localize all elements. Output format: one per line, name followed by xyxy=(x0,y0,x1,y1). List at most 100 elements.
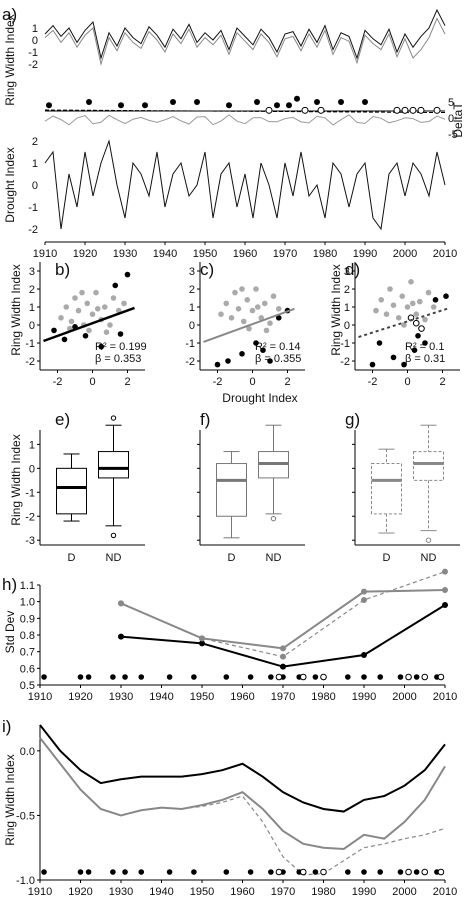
panel-e: e) Ring Width Index 1 0 -1 -2 -3 D ND xyxy=(9,410,145,564)
time-x-tick-label: 1930 xyxy=(109,886,133,898)
time-x-tick-label: 1910 xyxy=(28,886,52,898)
scatter-point-black xyxy=(376,340,383,346)
scatter-x-tick-label: -2 xyxy=(368,376,378,388)
event-marker-filled xyxy=(138,869,145,875)
time-x-tick-label: 1990 xyxy=(352,691,376,703)
event-marker-open xyxy=(421,868,429,876)
rw-tick-label: -2 xyxy=(28,59,38,71)
scatter-point-black xyxy=(112,282,119,289)
time-series-line xyxy=(120,589,446,650)
time-series-point xyxy=(199,635,205,642)
time-y-tick-label: -1.0 xyxy=(16,875,35,887)
box-y-tick-label: -1 xyxy=(25,487,35,499)
event-marker-filled xyxy=(191,869,197,875)
time-series-point xyxy=(442,602,448,608)
box-body xyxy=(371,463,402,515)
scatter-point-grey xyxy=(63,304,70,310)
x-tick-label: 1940 xyxy=(153,248,177,260)
scatter-point-grey xyxy=(103,329,110,336)
event-marker-filled xyxy=(397,869,404,875)
scatter-point-open xyxy=(418,325,425,332)
time-x-tick-label: 2010 xyxy=(433,886,457,898)
time-x-tick-label: 1940 xyxy=(149,886,173,898)
time-y-tick-label: 0.5 xyxy=(20,680,35,692)
scatter-point-grey xyxy=(110,295,117,301)
x-tick-label: 1950 xyxy=(193,248,217,260)
scatter-point-grey xyxy=(235,306,242,312)
scatter-y-tick-label: 1 xyxy=(29,302,35,314)
x-tick-label: 1990 xyxy=(353,248,377,260)
rw-tick-label: 1 xyxy=(32,23,38,35)
event-marker-filled xyxy=(268,869,274,875)
scatter-x-tick-label: 0 xyxy=(404,376,410,388)
x-tick-label: 2010 xyxy=(433,248,457,260)
panel-c-label: c) xyxy=(200,260,214,279)
time-y-tick-label: -0.5 xyxy=(16,810,35,822)
time-series-point xyxy=(442,587,448,593)
scatter-point-grey xyxy=(425,289,432,296)
box-category-label: ND xyxy=(266,552,282,564)
deltat-marker-filled xyxy=(194,99,200,105)
box-y-tick-label: -3 xyxy=(25,535,35,547)
scatter-point-black xyxy=(275,315,282,321)
event-marker-open xyxy=(405,673,412,681)
time-series-point xyxy=(118,600,124,607)
scatter-point-grey xyxy=(121,300,127,307)
panel-d-label: d) xyxy=(345,260,360,279)
panel-i-label: i) xyxy=(2,717,11,736)
scatter-point-grey xyxy=(84,300,91,307)
scatter-point-grey xyxy=(401,322,407,328)
box-y-tick-label: 1 xyxy=(29,439,35,451)
panel-g-label: g) xyxy=(345,410,360,429)
panel-g: g) D ND xyxy=(345,410,460,564)
deltat-marker-filled xyxy=(286,102,292,109)
deltat-marker-filled xyxy=(118,102,124,109)
box-category-label: D xyxy=(383,552,391,564)
deltat-tick-label: -5 xyxy=(448,129,458,141)
scatter-point-black xyxy=(401,361,407,368)
scatter-y-tick-label: 3 xyxy=(29,266,35,278)
event-marker-filled xyxy=(361,674,367,680)
scatter-y-tick-label: -1 xyxy=(185,338,195,350)
scatter-point-grey xyxy=(416,298,423,305)
scatter-point-black xyxy=(51,327,57,334)
event-marker-filled xyxy=(397,674,404,680)
panel-c: c) R² = 0.14 β = 0.355 Drought Index 3 2 1… xyxy=(185,260,305,405)
deltat-axis-label: DeltaT xyxy=(451,102,465,138)
deltat-marker-filled xyxy=(274,102,280,109)
time-x-tick-label: 1940 xyxy=(149,691,173,703)
scatter-d-ylabel: Ring Width Index xyxy=(329,264,343,355)
time-y-tick-label: 0.7 xyxy=(20,647,35,659)
scatter-point-black xyxy=(422,340,428,346)
time-x-tick-label: 1930 xyxy=(109,691,133,703)
event-marker-filled xyxy=(345,674,351,680)
event-marker-filled xyxy=(268,674,274,680)
deltat-marker-filled xyxy=(338,99,344,105)
box-outlier xyxy=(110,415,117,421)
deltat-marker-filled xyxy=(46,102,52,109)
time-x-tick-label: 1950 xyxy=(190,691,214,703)
scatter-point-black xyxy=(415,333,421,339)
scatter-point-grey xyxy=(249,307,256,314)
event-marker-filled xyxy=(85,674,92,680)
box-y-tick-label: -2 xyxy=(25,511,35,523)
time-series-line xyxy=(39,724,446,813)
scatter-point-grey xyxy=(261,300,268,307)
scatter-point-grey xyxy=(107,322,113,328)
event-marker-open xyxy=(405,868,412,876)
event-marker-filled xyxy=(110,674,116,680)
time-x-tick-label: 1980 xyxy=(311,886,335,898)
rw-grey-series xyxy=(44,17,446,66)
box-outlier xyxy=(270,515,277,522)
deltat-marker-open xyxy=(301,106,309,114)
scatter-point-grey xyxy=(75,307,82,314)
x-tick-label: 1970 xyxy=(273,248,297,260)
time-series-line xyxy=(39,737,446,851)
deltat-marker-filled xyxy=(142,102,148,109)
scatter-point-grey xyxy=(246,325,252,332)
scatter-fit-line xyxy=(358,307,450,338)
scatter-point-grey xyxy=(254,304,261,310)
scatter-point-grey xyxy=(373,307,379,314)
